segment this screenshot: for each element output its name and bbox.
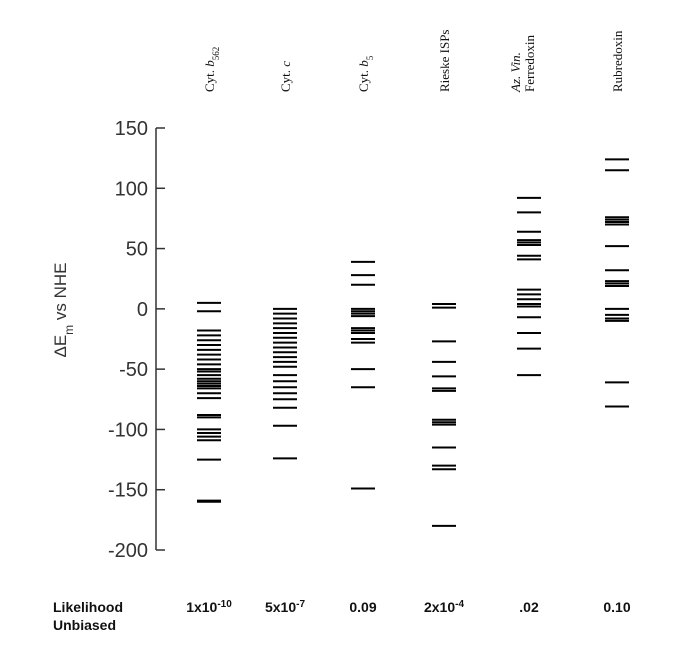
unbiased-label: Unbiased	[53, 617, 116, 633]
category-label: Cyt. b5	[356, 55, 375, 92]
category-labels: Cyt. b562 Cyt. c Cyt. b5 Rieske ISPs Az. Vin…	[202, 30, 625, 93]
category-label: Cyt. b562	[202, 47, 221, 92]
y-label-suffix: vs NHE	[51, 262, 70, 324]
series-2	[351, 260, 375, 490]
series-5	[605, 158, 629, 408]
likelihood-value: 5x10-7	[265, 599, 305, 616]
data-marks	[197, 158, 629, 527]
likelihood-row: Likelihood Unbiased 1x10-10 5x10-7 0.09 2x10-…	[53, 599, 631, 634]
series-0	[197, 301, 221, 503]
y-label-prefix: ΔE	[51, 335, 70, 358]
category-label: Rubredoxin	[610, 30, 625, 92]
series-3	[432, 303, 456, 527]
likelihood-value: 1x10-10	[186, 599, 232, 616]
category-label: Rieske ISPs	[437, 30, 452, 92]
y-label-sub: m	[62, 325, 76, 335]
likelihood-value: .02	[519, 599, 539, 615]
category-label: Ferredoxin	[522, 34, 537, 92]
likelihood-label: Likelihood	[53, 599, 123, 615]
y-tick-label: 50	[126, 239, 148, 261]
likelihood-value: 2x10-4	[424, 599, 464, 616]
y-axis-label: ΔEm vs NHE	[51, 262, 76, 357]
series-4	[517, 196, 541, 377]
y-tick-label: 150	[115, 118, 148, 140]
y-tick-label: -50	[119, 359, 148, 381]
y-tick-label: -100	[108, 419, 148, 441]
y-tick-label: -150	[108, 480, 148, 502]
y-tick-label: -200	[108, 540, 148, 562]
y-tick-label: 0	[137, 299, 148, 321]
likelihood-value: 0.09	[349, 599, 376, 615]
likelihood-value: 0.10	[603, 599, 630, 615]
y-tick-label: 100	[115, 178, 148, 200]
y-axis: 150 100 50 0 -50 -100 -150 -200	[108, 118, 165, 562]
series-1	[273, 307, 297, 460]
category-label: Az. Vin.	[508, 52, 523, 93]
category-label: Cyt. c	[278, 61, 293, 92]
